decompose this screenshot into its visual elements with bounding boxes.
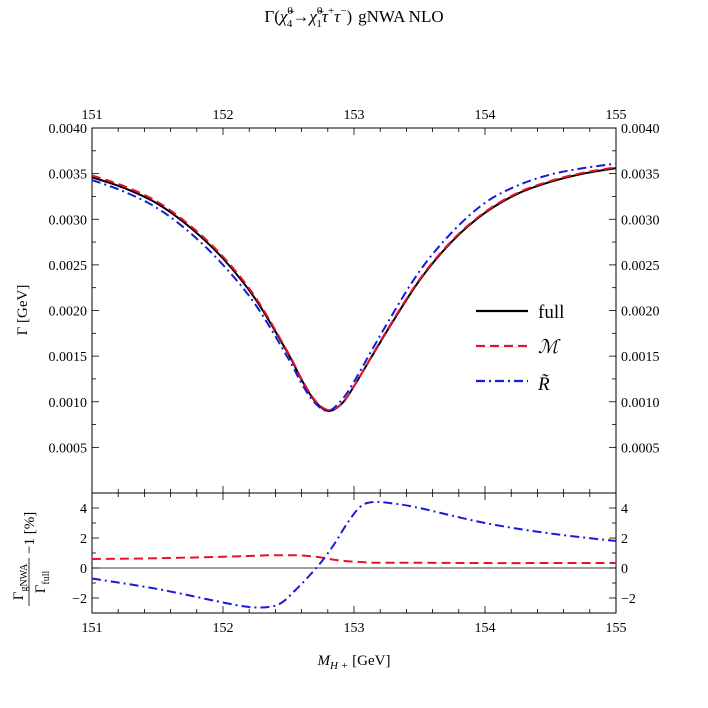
- x-axis-title: MH + [GeV]: [317, 653, 391, 672]
- ratio-ylabel-tail: −1 [%]: [22, 512, 38, 554]
- main-x-tick-label-top: 151: [82, 108, 103, 123]
- main-x-tick-label-top: 154: [475, 108, 496, 123]
- main-y-tick-label-right: 0.0025: [621, 259, 660, 274]
- ratio-y-tick-label-right: −2: [621, 592, 636, 607]
- ratio-series-m: [91, 554, 616, 565]
- ratio-lines: [91, 500, 617, 609]
- main-y-tick-label-left: 0.0025: [49, 259, 88, 274]
- legend: full ℳ R̃: [476, 302, 564, 395]
- main-y-tick-label-left: 0.0005: [49, 441, 88, 456]
- main-y-tick-label-right: 0.0010: [621, 396, 660, 411]
- ratio-x-tick-label-bottom: 155: [606, 621, 627, 636]
- main-y-tick-label-right: 0.0030: [621, 213, 660, 228]
- main-y-tick-label-right: 0.0035: [621, 168, 660, 183]
- svg-text:Γfull: Γfull: [33, 571, 52, 594]
- ratio-y-tick-label-left: −2: [72, 592, 87, 607]
- ratio-x-tick-label-bottom: 153: [344, 621, 365, 636]
- main-series-r: [91, 162, 617, 412]
- main-y-tick-label-left: 0.0020: [49, 305, 88, 320]
- main-y-tick-label-left: 0.0030: [49, 213, 88, 228]
- main-y-tick-label-right: 0.0015: [621, 350, 660, 365]
- ratio-y-axis-title: ΓgNWA Γfull −1 [%]: [11, 512, 52, 606]
- main-y-axis-title: Γ [GeV]: [15, 285, 31, 336]
- main-x-tick-label-top: 152: [213, 108, 234, 123]
- ratio-x-tick-label-bottom: 152: [213, 621, 234, 636]
- main-y-tick-label-left: 0.0035: [49, 168, 88, 183]
- legend-label-full: full: [538, 302, 564, 323]
- ratio-y-tick-label-right: 2: [621, 532, 628, 547]
- main-x-tick-label-top: 155: [606, 108, 627, 123]
- main-y-tick-label-right: 0.0020: [621, 305, 660, 320]
- main-y-tick-label-left: 0.0015: [49, 350, 88, 365]
- ratio-x-tick-label-bottom: 151: [82, 621, 103, 636]
- main-y-tick-label-right: 0.0005: [621, 441, 660, 456]
- legend-label-m: ℳ: [538, 337, 561, 358]
- main-y-tick-label-right: 0.0040: [621, 122, 660, 137]
- main-y-tick-label-left: 0.0040: [49, 122, 88, 137]
- ratio-ylabel-den: Γ: [33, 584, 49, 593]
- ratio-ticks: 151 152 153 154 155 −2 −2 0 0 2 2 4 4: [72, 493, 636, 636]
- ratio-ylabel-num: Γ: [11, 591, 27, 600]
- svg-text:ΓgNWA: ΓgNWA: [11, 563, 30, 600]
- legend-label-r: R̃: [537, 374, 550, 395]
- chart-title: Γ(χ̃0 4→χ̃0 1τ+τ−) gNWA NLO: [264, 5, 443, 30]
- main-panel: 151 152 153 154 155 0.0005 0.0005 0.0010 0.0010 0…: [49, 108, 660, 494]
- ratio-panel: 151 152 153 154 155 −2 −2 0 0 2 2 4 4: [72, 492, 636, 636]
- ratio-y-tick-label-left: 4: [80, 502, 87, 517]
- main-lines: [91, 162, 617, 412]
- ratio-plot-frame: [91, 492, 617, 614]
- ratio-y-tick-label-left: 2: [80, 532, 87, 547]
- main-ticks: 151 152 153 154 155 0.0005 0.0005 0.0010 0.0010 0…: [49, 108, 660, 493]
- ratio-y-tick-label-left: 0: [80, 562, 87, 577]
- ratio-x-tick-label-bottom: 154: [475, 621, 496, 636]
- ratio-series-r: [91, 500, 617, 609]
- main-x-tick-label-top: 153: [344, 108, 365, 123]
- ratio-y-tick-label-right: 0: [621, 562, 628, 577]
- ratio-y-tick-label-right: 4: [621, 502, 628, 517]
- main-y-tick-label-left: 0.0010: [49, 396, 88, 411]
- main-series-m: [91, 166, 617, 412]
